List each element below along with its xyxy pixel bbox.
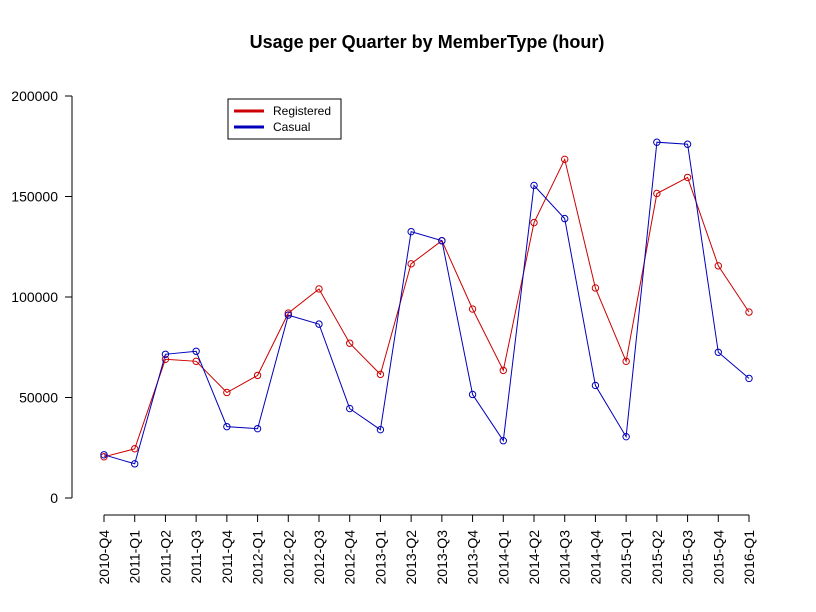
data-point-registered xyxy=(653,189,661,198)
data-point-casual xyxy=(438,237,446,245)
x-tick-label: 2015-Q1 xyxy=(618,530,634,585)
data-point-registered xyxy=(499,366,507,375)
x-tick-label: 2016-Q1 xyxy=(741,530,757,585)
data-point-registered xyxy=(376,370,385,379)
x-tick-label: 2014-Q2 xyxy=(526,530,542,585)
plot-area xyxy=(100,138,753,468)
data-point-registered xyxy=(468,305,477,313)
data-point-casual xyxy=(499,437,507,445)
data-point-casual xyxy=(161,350,170,358)
data-point-casual xyxy=(407,227,415,236)
legend-box xyxy=(227,98,342,140)
series-line-registered xyxy=(103,157,750,458)
data-point-casual xyxy=(622,432,630,441)
chart-title: Usage per Quarter by MemberType (hour) xyxy=(250,32,605,52)
data-point-registered xyxy=(253,371,262,380)
y-tick-label: 0 xyxy=(50,490,58,506)
x-tick-label: 2015-Q4 xyxy=(710,530,726,585)
data-point-casual xyxy=(468,390,477,399)
x-tick-label: 2013-Q4 xyxy=(465,530,481,585)
y-axis-ticks: 0 50000 100000 150000 200000 xyxy=(11,88,72,506)
data-point-casual xyxy=(192,347,200,355)
x-tick-label: 2014-Q3 xyxy=(557,530,573,585)
data-point-registered xyxy=(683,173,692,182)
x-tick-label: 2011-Q2 xyxy=(157,530,173,584)
data-point-registered xyxy=(315,285,323,293)
x-tick-label: 2012-Q2 xyxy=(280,530,296,585)
data-point-registered xyxy=(346,339,354,347)
x-tick-label: 2015-Q3 xyxy=(680,530,696,585)
data-point-casual xyxy=(315,320,323,328)
x-tick-label: 2012-Q3 xyxy=(311,530,327,585)
x-tick-label: 2014-Q1 xyxy=(495,530,511,585)
data-point-registered xyxy=(161,355,170,364)
y-tick-label: 50000 xyxy=(19,390,58,406)
data-point-registered xyxy=(192,357,200,366)
data-point-registered xyxy=(591,284,600,292)
x-axis-ticks: 2010-Q4 2011-Q1 2011-Q2 2011-Q3 2011-Q4 2012-… xyxy=(96,515,757,584)
x-tick-label: 2011-Q4 xyxy=(219,530,235,584)
data-point-casual xyxy=(683,140,692,148)
y-tick-label: 200000 xyxy=(11,88,58,104)
data-point-registered xyxy=(745,308,753,316)
data-point-casual xyxy=(223,422,231,431)
data-point-casual xyxy=(376,425,385,434)
x-tick-label: 2013-Q2 xyxy=(403,530,419,585)
x-tick-label: 2012-Q1 xyxy=(250,530,266,585)
data-point-registered xyxy=(407,260,415,268)
data-point-registered xyxy=(223,388,231,397)
data-point-casual xyxy=(253,424,262,433)
data-point-registered xyxy=(131,445,139,453)
x-tick-label: 2014-Q4 xyxy=(587,530,603,585)
series-line-casual xyxy=(103,141,750,465)
data-point-registered xyxy=(622,357,630,366)
data-point-casual xyxy=(714,348,722,356)
data-point-registered xyxy=(100,453,108,461)
x-tick-label: 2013-Q1 xyxy=(372,530,388,585)
data-point-registered xyxy=(530,218,538,227)
data-point-registered xyxy=(714,262,722,270)
y-tick-label: 150000 xyxy=(11,189,58,205)
legend-label-casual: Casual xyxy=(273,120,310,134)
legend: Registered Casual xyxy=(227,98,342,140)
data-point-casual xyxy=(346,404,354,413)
data-point-casual xyxy=(591,381,600,390)
x-tick-label: 2013-Q3 xyxy=(434,530,450,585)
data-point-registered xyxy=(561,155,569,164)
data-point-casual xyxy=(100,451,108,459)
data-point-casual xyxy=(653,138,661,146)
x-tick-label: 2010-Q4 xyxy=(96,530,112,585)
data-point-casual xyxy=(131,460,139,468)
x-tick-label: 2011-Q1 xyxy=(127,530,143,584)
x-tick-label: 2015-Q2 xyxy=(649,530,665,585)
data-point-casual xyxy=(561,214,569,223)
data-point-casual xyxy=(284,311,292,319)
data-point-casual xyxy=(530,181,538,190)
x-tick-label: 2012-Q4 xyxy=(342,530,358,585)
legend-label-registered: Registered xyxy=(273,104,331,118)
x-tick-label: 2011-Q3 xyxy=(188,530,204,584)
y-tick-label: 100000 xyxy=(11,289,58,305)
data-point-casual xyxy=(745,374,753,383)
